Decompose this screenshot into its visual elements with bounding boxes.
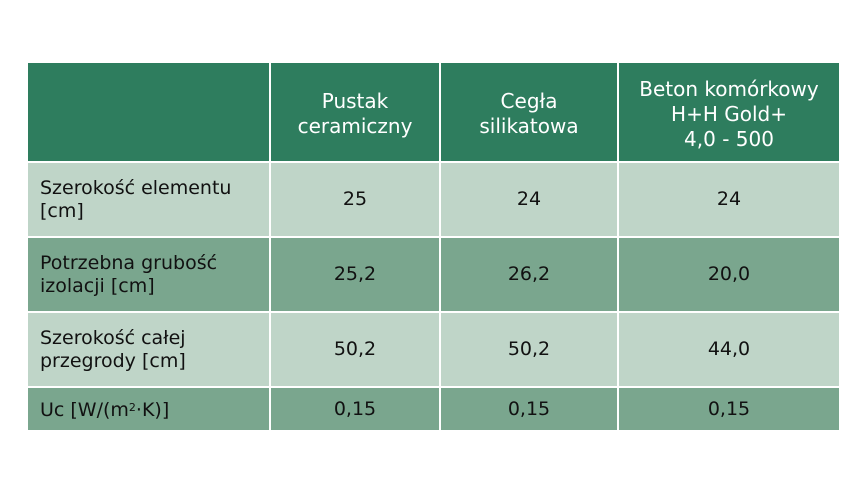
cell-value: 44,0 bbox=[617, 311, 841, 388]
comparison-table: Pustak ceramiczny Cegła silikatowa Beton… bbox=[26, 61, 841, 432]
table-row: Potrzebna grubość izolacji [cm] 25,2 26,… bbox=[26, 236, 841, 313]
header-pustak: Pustak ceramiczny bbox=[269, 61, 441, 163]
row-label: Szerokość całej przegrody [cm] bbox=[26, 311, 271, 388]
header-beton: Beton komórkowy H+H Gold+ 4,0 - 500 bbox=[617, 61, 841, 163]
cell-value: 20,0 bbox=[617, 236, 841, 313]
header-beton-line1: Beton komórkowy bbox=[639, 76, 819, 101]
header-cegla: Cegła silikatowa bbox=[439, 61, 619, 163]
row-label-line1: Szerokość całej bbox=[40, 326, 186, 349]
row-label: Uc [W/(m2·K)] bbox=[26, 386, 271, 432]
row-label-pre: Uc [W/(m bbox=[40, 399, 129, 421]
row-label-superscript: 2 bbox=[128, 401, 136, 414]
row-label-post: ·K)] bbox=[135, 399, 170, 421]
header-pustak-line1: Pustak bbox=[321, 89, 389, 113]
header-row: Pustak ceramiczny Cegła silikatowa Beton… bbox=[26, 61, 841, 163]
header-beton-line2: H+H Gold+ bbox=[671, 101, 787, 126]
row-label-line2: przegrody [cm] bbox=[40, 349, 186, 372]
header-cegla-line1: Cegła bbox=[500, 89, 558, 113]
cell-value: 0,15 bbox=[439, 386, 619, 432]
table-row: Uc [W/(m2·K)] 0,15 0,15 0,15 bbox=[26, 386, 841, 432]
cell-value: 50,2 bbox=[439, 311, 619, 388]
header-beton-line3: 4,0 - 500 bbox=[684, 126, 774, 151]
table-row: Szerokość całej przegrody [cm] 50,2 50,2… bbox=[26, 311, 841, 388]
cell-value: 0,15 bbox=[269, 386, 441, 432]
row-label-line1: Szerokość elementu bbox=[40, 176, 232, 199]
cell-value: 24 bbox=[617, 161, 841, 238]
header-empty-cell bbox=[26, 61, 271, 163]
cell-value: 25 bbox=[269, 161, 441, 238]
cell-value: 50,2 bbox=[269, 311, 441, 388]
table-row: Szerokość elementu [cm] 25 24 24 bbox=[26, 161, 841, 238]
row-label: Szerokość elementu [cm] bbox=[26, 161, 271, 238]
cell-value: 25,2 bbox=[269, 236, 441, 313]
row-label: Potrzebna grubość izolacji [cm] bbox=[26, 236, 271, 313]
row-label-line2: izolacji [cm] bbox=[40, 274, 155, 297]
cell-value: 26,2 bbox=[439, 236, 619, 313]
row-label-line2: [cm] bbox=[40, 199, 84, 222]
header-pustak-line2: ceramiczny bbox=[297, 114, 413, 138]
row-label-line1: Potrzebna grubość bbox=[40, 251, 218, 274]
cell-value: 0,15 bbox=[617, 386, 841, 432]
header-cegla-line2: silikatowa bbox=[479, 114, 579, 138]
cell-value: 24 bbox=[439, 161, 619, 238]
